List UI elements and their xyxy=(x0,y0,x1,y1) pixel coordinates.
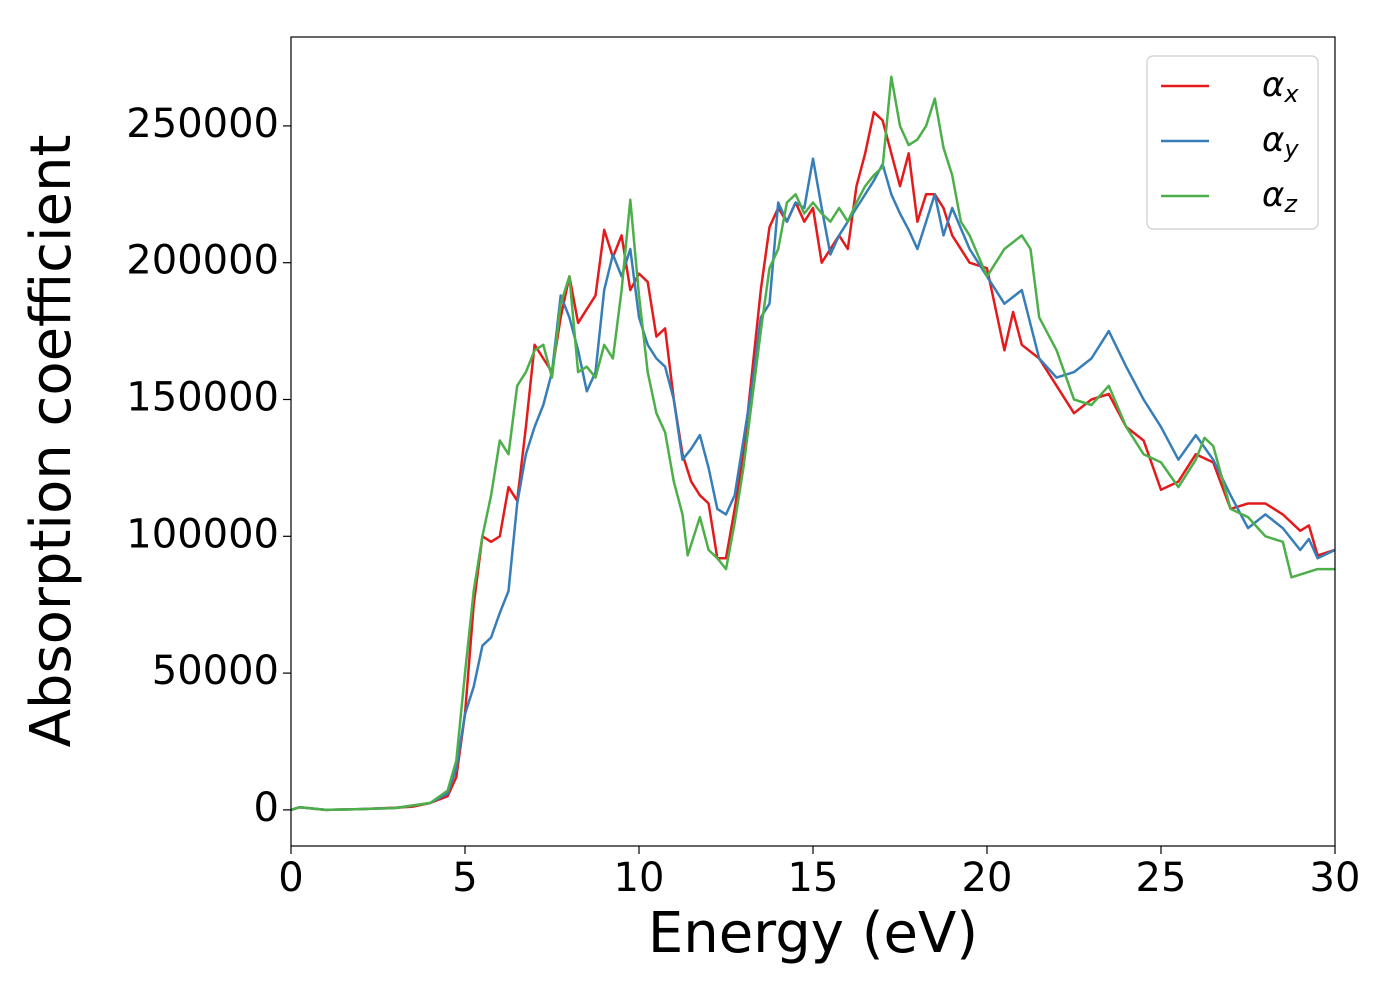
x-tick-label: 25 xyxy=(1136,855,1187,901)
series-line xyxy=(291,157,1335,812)
y-tick-label: 250000 xyxy=(126,101,279,147)
x-axis-label: Energy (eV) xyxy=(648,901,978,966)
x-tick-label: 10 xyxy=(614,855,665,901)
series-line xyxy=(291,75,1335,812)
legend-label: αz xyxy=(1262,175,1298,219)
series-line xyxy=(291,110,1335,812)
legend-label: αy xyxy=(1262,120,1299,164)
y-axis-label: Absorption coefficient xyxy=(19,135,84,748)
legend-label: αx xyxy=(1262,65,1299,109)
y-tick-label: 200000 xyxy=(126,238,279,284)
x-tick-label: 0 xyxy=(278,855,303,901)
y-tick-label: 0 xyxy=(254,785,279,831)
y-tick-label: 150000 xyxy=(126,375,279,421)
x-tick-label: 15 xyxy=(788,855,839,901)
x-tick-label: 20 xyxy=(962,855,1013,901)
x-tick-label: 5 xyxy=(452,855,477,901)
legend-box xyxy=(1146,55,1319,230)
plot-frame xyxy=(290,36,1336,847)
y-tick-label: 100000 xyxy=(126,511,279,557)
y-tick-label: 50000 xyxy=(152,648,279,694)
x-tick-label: 30 xyxy=(1310,855,1361,901)
